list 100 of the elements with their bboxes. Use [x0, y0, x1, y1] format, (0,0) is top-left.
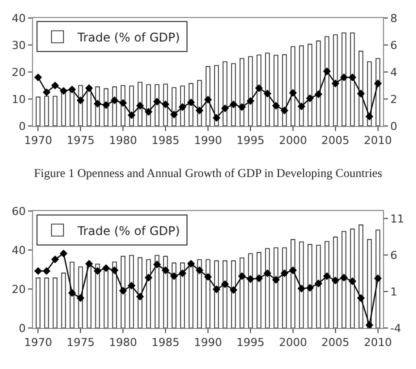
point: [144, 274, 152, 282]
point: [348, 73, 356, 82]
bar: [350, 228, 355, 328]
point: [264, 269, 272, 278]
bar: [240, 58, 244, 126]
point: [110, 96, 118, 104]
point: [187, 98, 195, 106]
y-tick-label: 40: [12, 12, 26, 25]
point: [366, 321, 374, 328]
bar: [316, 40, 321, 126]
y2-tick-label: 4: [390, 66, 398, 79]
bar: [222, 61, 228, 126]
y-tick-label: 60: [12, 204, 26, 218]
y-tick-label: 0: [18, 120, 26, 133]
bar: [308, 244, 312, 328]
bar: [324, 241, 330, 328]
bar: [61, 272, 66, 328]
point: [314, 90, 322, 98]
point: [230, 100, 238, 108]
x-tick-label: 1980: [109, 336, 138, 350]
bar: [95, 264, 100, 328]
point: [374, 80, 382, 88]
point: [348, 277, 356, 286]
bar: [282, 247, 287, 328]
point: [255, 274, 263, 282]
bar: [290, 46, 296, 126]
x-tick-label: 2000: [278, 134, 307, 148]
bar: [172, 262, 176, 328]
bar: [180, 262, 185, 328]
x-tick-label: 1970: [24, 134, 52, 148]
point: [332, 276, 340, 284]
bar: [316, 244, 321, 328]
point: [340, 73, 348, 82]
point: [272, 102, 280, 110]
y2-tick-label: 6: [390, 38, 398, 52]
point: [34, 73, 42, 82]
point: [68, 289, 76, 297]
x-tick-label: 1990: [194, 134, 222, 148]
point: [246, 97, 254, 105]
x-tick-label: 1985: [152, 336, 180, 350]
point: [76, 96, 84, 104]
point: [340, 274, 348, 282]
point: [94, 100, 102, 108]
point: [196, 106, 204, 114]
point: [212, 114, 220, 122]
bar: [129, 254, 134, 328]
y-tick-label: 30: [12, 38, 26, 52]
point: [289, 266, 297, 274]
caption: Figure 1 Openness and Annual Growth of GDP in Developing Countries: [34, 166, 383, 180]
x-tick-label: 1970: [24, 336, 52, 350]
bar: [282, 54, 287, 126]
point: [264, 90, 272, 98]
bar: [265, 52, 270, 126]
bar: [290, 239, 296, 328]
point: [144, 108, 152, 116]
point: [204, 272, 212, 281]
point: [170, 110, 178, 118]
bar: [265, 248, 270, 328]
bar: [342, 32, 346, 126]
point: [85, 84, 93, 92]
y2-tick-label: 6: [390, 248, 398, 262]
point: [136, 102, 144, 110]
y2-tick-label: 0: [390, 120, 398, 133]
y-tick-label: 20: [12, 282, 26, 296]
y-tick-label: 40: [12, 244, 26, 257]
point: [246, 275, 254, 283]
point: [272, 276, 280, 284]
bar: [214, 260, 219, 328]
x-tick-label: 2000: [278, 336, 307, 350]
x-tick-label: 2005: [321, 134, 350, 148]
point: [136, 292, 144, 300]
bar: [248, 253, 253, 328]
bar: [154, 254, 160, 328]
point: [128, 111, 136, 120]
point: [357, 90, 365, 98]
x-tick-label: 2005: [321, 336, 350, 350]
x-tick-label: 1980: [109, 134, 138, 148]
point: [238, 272, 246, 280]
point: [42, 267, 50, 275]
point: [196, 266, 204, 274]
y2-tick-label: 8: [390, 12, 398, 25]
point: [306, 94, 314, 102]
point: [102, 264, 110, 272]
point: [306, 284, 314, 292]
point: [280, 106, 288, 114]
bar: [197, 259, 202, 328]
bar: [342, 230, 346, 328]
bar: [86, 264, 92, 328]
point: [102, 101, 110, 109]
bar: [231, 63, 236, 126]
point: [323, 67, 331, 76]
legend-label: Trade (% of GDP): [76, 224, 180, 238]
bar: [222, 260, 228, 328]
bar: [299, 45, 304, 126]
bar: [333, 236, 338, 328]
point: [162, 100, 170, 108]
bar: [52, 96, 58, 126]
point: [374, 274, 382, 282]
bar: [308, 44, 312, 126]
point: [357, 294, 365, 302]
